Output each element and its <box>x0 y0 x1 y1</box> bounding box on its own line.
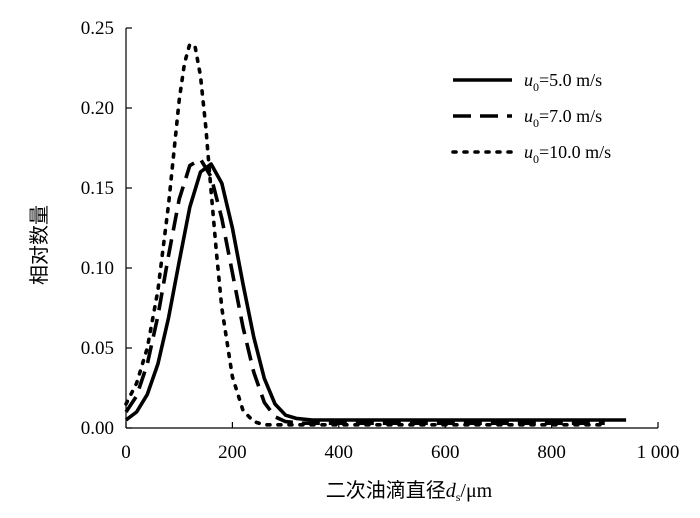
legend: u0=5.0 m/s u0=7.0 m/s u0=10.0 m/s <box>451 70 611 166</box>
x-axis-label-var: d <box>446 480 457 502</box>
x-tick-label: 1 000 <box>637 442 680 463</box>
x-axis-label-unit: /μm <box>460 480 492 502</box>
x-tick-label: 0 <box>121 442 131 463</box>
legend-label-3: u0=10.0 m/s <box>524 142 611 166</box>
x-tick-label: 400 <box>325 442 354 463</box>
x-tick-label: 600 <box>431 442 460 463</box>
x-axis-label-sub: s <box>456 490 461 504</box>
y-tick-label: 0.25 <box>81 18 114 39</box>
series-line-3 <box>124 42 607 427</box>
x-axis-label: 二次油滴直径ds/μm <box>326 479 493 504</box>
y-tick-label: 0.15 <box>81 178 114 199</box>
ticks: 0 200 400 600 800 1 000 0.00 0.05 0.10 0.15 0.20 0.… <box>81 18 680 463</box>
y-axis-label: 相对数量 <box>28 205 51 285</box>
series-line-1 <box>124 162 627 422</box>
x-axis-label-prefix: 二次油滴直径 <box>326 479 446 502</box>
y-tick-label: 0.20 <box>81 98 114 119</box>
series-lines <box>124 42 627 427</box>
x-tick-label: 800 <box>537 442 566 463</box>
legend-label-1: u0=5.0 m/s <box>524 70 602 94</box>
y-tick-label: 0.05 <box>81 338 114 359</box>
x-tick-label: 200 <box>218 442 247 463</box>
y-tick-label: 0.10 <box>81 258 114 279</box>
legend-label-2: u0=7.0 m/s <box>524 106 602 130</box>
y-tick-label: 0.00 <box>81 418 114 439</box>
series-line-2 <box>124 157 605 426</box>
axes <box>125 28 658 429</box>
